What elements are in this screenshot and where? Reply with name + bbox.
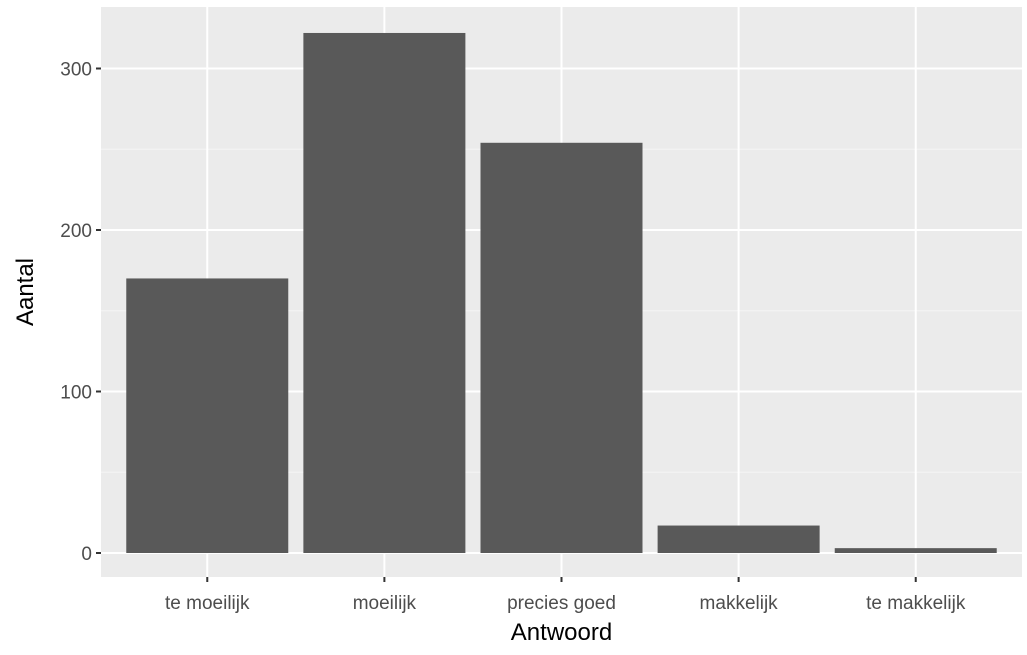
y-axis-ticks: 0 100 200 300: [60, 60, 101, 565]
x-tick-label: precies goed: [507, 593, 616, 614]
y-tick-label: 200: [60, 221, 92, 242]
x-tick-label: te makkelijk: [866, 593, 966, 614]
bar: [303, 32, 466, 554]
x-tick-label: moeilijk: [353, 593, 417, 614]
bar: [834, 548, 997, 553]
y-tick-label: 0: [81, 544, 92, 565]
bar: [126, 278, 289, 553]
x-tick-label: te moeilijk: [165, 593, 250, 614]
bars: [126, 32, 997, 554]
y-tick-label: 100: [60, 383, 92, 404]
y-tick-label: 300: [60, 60, 92, 81]
x-axis-title: Antwoord: [511, 619, 612, 646]
bar: [657, 525, 820, 553]
bar: [480, 142, 643, 554]
x-tick-label: makkelijk: [700, 593, 779, 614]
y-axis-title: Aantal: [12, 258, 39, 326]
x-axis-ticks: te moeilijk moeilijk precies goed makkelijk…: [165, 577, 966, 614]
